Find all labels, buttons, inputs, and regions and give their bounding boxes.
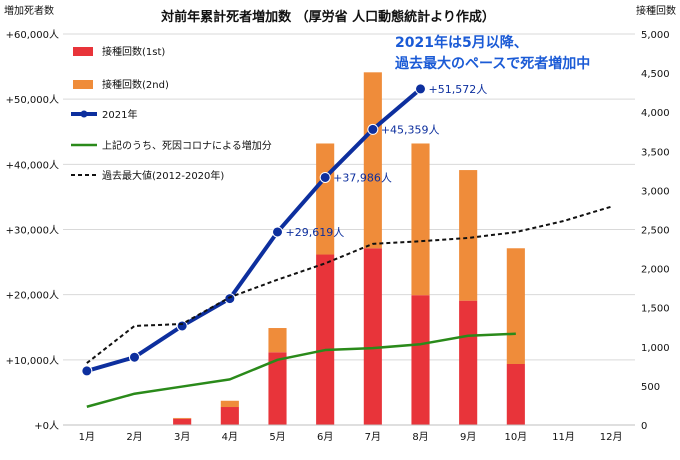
bar-second-dose (268, 328, 287, 353)
lines (81, 83, 612, 408)
x-tick-label: 3月 (174, 431, 190, 443)
left-tick-label: +50,000人 (6, 94, 59, 106)
legend-marker-2021 (80, 110, 88, 118)
bar-second-dose (506, 248, 525, 365)
legend-item-covid: 上記のうち、死因コロナによる増加分 (71, 139, 272, 152)
left-axis-label: 増加死者数 (4, 4, 54, 17)
gridlines (63, 33, 635, 426)
x-tick-label: 1月 (79, 431, 95, 443)
point-2021 (176, 320, 188, 332)
annotation-line-1: 2021年は5月以降、 (395, 34, 528, 51)
chart-title: 対前年累計死者増加数 （厚労省 人口動態統計より作成） (160, 9, 495, 25)
x-tick-label: 11月 (552, 431, 575, 443)
right-axis-label: 接種回数 (636, 4, 676, 17)
right-tick-label: 4,500 (641, 69, 670, 80)
x-tick-label: 4月 (222, 431, 238, 443)
bar-first-dose (459, 300, 478, 425)
x-tick-label: 10月 (504, 431, 527, 443)
data-labels: +29,619人 +37,986人 +45,359人 +51,572人 (286, 83, 488, 239)
x-tick-label: 5月 (269, 431, 285, 443)
right-tick-label: 2,500 (641, 226, 670, 237)
legend-label-second-dose: 接種回数(2nd) (102, 78, 169, 91)
data-label-2021: +51,572人 (429, 83, 488, 96)
data-label-2021: +45,359人 (381, 123, 440, 136)
x-tick-label: 8月 (412, 431, 428, 443)
right-tick-label: 3,000 (641, 186, 670, 197)
bar-second-dose (411, 143, 430, 296)
axes: +0人 +10,000人 +20,000人 +30,000人 +40,000人 +50,0… (6, 29, 670, 443)
legend-item-past-max: 過去最大値(2012-2020年) (71, 169, 224, 182)
legend-item-first-dose: 接種回数(1st) (73, 45, 165, 58)
point-2021 (367, 123, 379, 135)
point-2021 (81, 365, 93, 377)
bar-second-dose (459, 170, 478, 301)
bar-second-dose (363, 72, 382, 249)
legend-swatch-first-dose (73, 47, 93, 56)
right-tick-label: 1,000 (641, 343, 670, 354)
line-covid (86, 332, 516, 408)
point-2021 (129, 351, 140, 363)
left-tick-label: +0人 (34, 420, 59, 432)
bar-first-dose (268, 352, 287, 425)
x-tick-label: 6月 (317, 431, 333, 443)
legend-item-second-dose: 接種回数(2nd) (73, 78, 169, 91)
point-2021 (319, 171, 331, 183)
left-tick-label: +20,000人 (6, 290, 59, 302)
left-tick-label: +10,000人 (6, 355, 59, 367)
bar-second-dose (173, 417, 192, 419)
legend-item-2021: 2021年 (71, 108, 137, 121)
data-label-2021: +29,619人 (286, 226, 345, 239)
bar-first-dose (316, 254, 335, 425)
legend-label-covid: 上記のうち、死因コロナによる増加分 (102, 139, 272, 152)
legend: 接種回数(1st) 接種回数(2nd) 2021年 上記のうち、死因コロナによる… (71, 45, 272, 182)
x-tick-label: 9月 (460, 431, 476, 443)
data-label-2021: +37,986人 (333, 171, 392, 184)
legend-label-past-max: 過去最大値(2012-2020年) (102, 169, 224, 182)
left-tick-label: +30,000人 (6, 225, 59, 237)
line-past-max (86, 205, 612, 364)
legend-label-first-dose: 接種回数(1st) (102, 45, 165, 58)
annotation-line-2: 過去最大のペースで死者増加中 (394, 55, 590, 72)
point-2021 (415, 83, 426, 95)
x-tick-label: 7月 (365, 431, 381, 443)
right-tick-label: 1,500 (641, 304, 670, 315)
bar-first-dose (173, 418, 192, 425)
point-2021 (224, 293, 236, 305)
bar-first-dose (506, 364, 525, 425)
right-tick-label: 500 (641, 382, 660, 393)
right-tick-label: 0 (641, 421, 647, 432)
bar-first-dose (220, 407, 239, 425)
left-tick-label: +60,000人 (6, 29, 59, 41)
left-tick-label: +40,000人 (6, 159, 59, 171)
x-tick-label: 2月 (126, 431, 142, 443)
point-2021 (272, 226, 283, 238)
right-tick-label: 5,000 (641, 30, 670, 41)
right-tick-label: 4,000 (641, 108, 670, 119)
x-tick-label: 12月 (600, 431, 623, 443)
bar-first-dose (363, 248, 382, 425)
right-tick-label: 3,500 (641, 147, 670, 158)
legend-swatch-second-dose (73, 80, 93, 89)
line-2021 (86, 87, 422, 373)
right-tick-label: 2,000 (641, 265, 670, 276)
bar-first-dose (411, 295, 430, 425)
bar-second-dose (220, 400, 239, 408)
legend-label-2021: 2021年 (102, 108, 137, 121)
bars (173, 72, 525, 425)
